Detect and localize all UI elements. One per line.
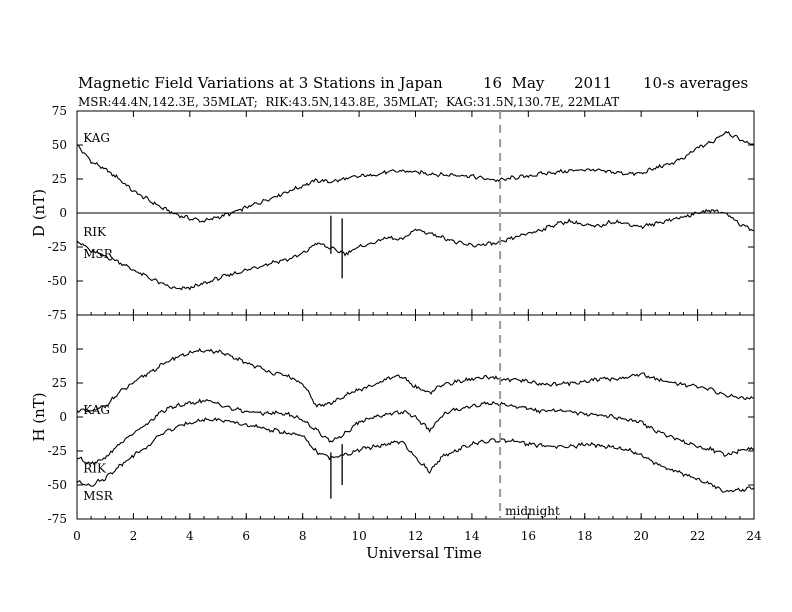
- y-tick-label: -75: [48, 512, 67, 526]
- y-tick-label: -50: [48, 478, 67, 492]
- station-label-rik: RIK: [83, 462, 107, 476]
- panel-2-y-axis-label: H (nT): [30, 392, 48, 441]
- x-tick-label: 10: [351, 529, 366, 543]
- series-line-rik-panel-2: [76, 398, 755, 466]
- x-tick-label: 12: [408, 529, 423, 543]
- series-line-rik-panel-1: [76, 208, 755, 291]
- panel-1-y-axis-label: D (nT): [30, 189, 48, 237]
- chart-title-date: 16 May: [483, 74, 545, 92]
- y-tick-label: -25: [48, 240, 67, 254]
- station-label-kag: KAG: [83, 131, 110, 145]
- station-label-kag: KAG: [83, 403, 110, 417]
- panel-2-frame: [76, 314, 755, 520]
- midnight-label: midnight: [505, 504, 560, 518]
- x-tick-label: 8: [299, 529, 307, 543]
- x-tick-label: 16: [521, 529, 536, 543]
- x-tick-label: 22: [690, 529, 705, 543]
- series-line-msr-panel-2: [76, 417, 755, 493]
- x-tick-label: 4: [186, 529, 194, 543]
- chart-subtitle: MSR:44.4N,142.3E, 35MLAT; RIK:43.5N,143.…: [78, 95, 619, 109]
- y-tick-label: -50: [48, 274, 67, 288]
- y-tick-label: 25: [52, 376, 67, 390]
- x-tick-label: 20: [634, 529, 649, 543]
- series-line-kag-panel-2: [76, 347, 754, 414]
- x-tick-label: 24: [746, 529, 762, 543]
- x-tick-label: 18: [577, 529, 592, 543]
- series-line-kag-panel-1: [76, 130, 755, 223]
- y-tick-label: 75: [52, 104, 67, 118]
- y-tick-label: -75: [48, 308, 67, 322]
- station-label-msr: MSR: [83, 489, 114, 503]
- x-tick-label: 14: [464, 529, 480, 543]
- chart-title: Magnetic Field Variations at 3 Stations …: [78, 74, 443, 92]
- x-tick-label: 2: [130, 529, 138, 543]
- station-label-rik: RIK: [83, 225, 107, 239]
- station-label-msr: MSR: [83, 247, 114, 261]
- chart-title-year: 2011: [574, 74, 612, 92]
- x-axis-label: Universal Time: [366, 544, 482, 562]
- x-tick-label: 6: [242, 529, 250, 543]
- y-tick-label: 50: [52, 138, 67, 152]
- y-tick-label: 0: [59, 206, 67, 220]
- y-tick-label: 25: [52, 172, 67, 186]
- y-tick-label: 50: [52, 342, 67, 356]
- chart-title-avg: 10-s averages: [643, 74, 748, 92]
- y-tick-label: -25: [48, 444, 67, 458]
- x-tick-label: 0: [73, 529, 81, 543]
- y-tick-label: 0: [59, 410, 67, 424]
